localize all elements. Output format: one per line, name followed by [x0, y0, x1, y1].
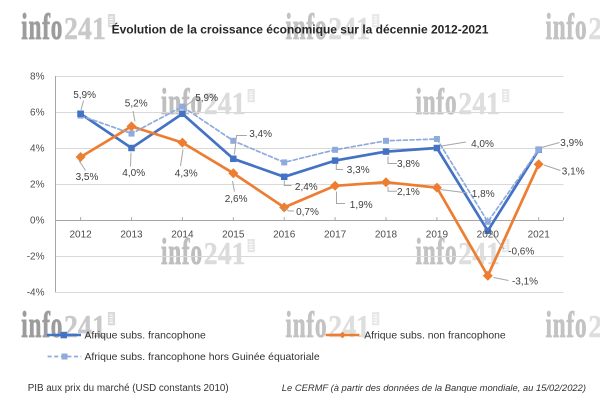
svg-text:Le CERMF (à partir des données: Le CERMF (à partir des données de la Ban… [282, 382, 586, 393]
svg-text:241: 241 [328, 11, 370, 46]
svg-text:Afrique subs. francophone: Afrique subs. francophone [85, 331, 207, 342]
svg-text:info: info [546, 7, 588, 48]
svg-text:2,1%: 2,1% [397, 187, 420, 198]
svg-text:0%: 0% [30, 216, 45, 227]
svg-text:4,0%: 4,0% [471, 139, 494, 150]
svg-text:2020: 2020 [477, 230, 500, 241]
svg-text:0,7%: 0,7% [296, 207, 319, 218]
svg-text:Évolution de la croissance éco: Évolution de la croissance économique su… [112, 22, 489, 37]
svg-text:-0,6%: -0,6% [508, 247, 534, 258]
svg-text:2015: 2015 [222, 230, 245, 241]
svg-text:5,2%: 5,2% [125, 99, 148, 110]
svg-text:241: 241 [458, 236, 500, 271]
svg-text:3,8%: 3,8% [397, 159, 420, 170]
svg-text:2,4%: 2,4% [295, 182, 318, 193]
svg-text:info: info [286, 7, 328, 48]
svg-text:2017: 2017 [324, 230, 347, 241]
svg-text:info: info [416, 82, 458, 123]
svg-text:241: 241 [588, 309, 600, 344]
svg-text:241: 241 [328, 309, 370, 344]
svg-text:2021: 2021 [528, 230, 551, 241]
svg-text:2014: 2014 [171, 230, 194, 241]
svg-text:2013: 2013 [120, 230, 143, 241]
svg-text:-3,1%: -3,1% [512, 277, 538, 288]
svg-text:241: 241 [64, 309, 106, 344]
svg-text:5,9%: 5,9% [195, 93, 218, 104]
svg-text:info: info [161, 232, 203, 273]
svg-text:1,9%: 1,9% [350, 200, 373, 211]
svg-text:6%: 6% [30, 108, 45, 119]
svg-text:3,1%: 3,1% [562, 167, 585, 178]
svg-text:-4%: -4% [27, 288, 45, 299]
svg-text:3,5%: 3,5% [76, 172, 99, 183]
svg-text:2012: 2012 [69, 230, 92, 241]
svg-text:4,3%: 4,3% [175, 169, 198, 180]
svg-text:Afrique subs. francophone hors: Afrique subs. francophone hors Guinée éq… [85, 352, 320, 363]
svg-text:2019: 2019 [426, 230, 449, 241]
svg-text:241: 241 [64, 11, 106, 46]
svg-text:3,3%: 3,3% [347, 165, 370, 176]
svg-text:info: info [21, 305, 63, 346]
svg-text:Afrique subs. non francophone: Afrique subs. non francophone [364, 331, 506, 342]
svg-text:5,9%: 5,9% [73, 90, 96, 101]
svg-text:4,0%: 4,0% [122, 168, 145, 179]
svg-text:2018: 2018 [375, 230, 398, 241]
svg-text:241: 241 [204, 236, 246, 271]
svg-text:1,8%: 1,8% [472, 189, 495, 200]
svg-text:info: info [286, 305, 328, 346]
svg-text:241: 241 [458, 86, 500, 121]
svg-text:3,9%: 3,9% [560, 138, 583, 149]
svg-text:241: 241 [588, 11, 600, 46]
svg-text:info: info [416, 232, 458, 273]
svg-text:241: 241 [204, 86, 246, 121]
svg-text:2,6%: 2,6% [225, 194, 248, 205]
svg-text:3,4%: 3,4% [249, 129, 272, 140]
svg-text:-2%: -2% [27, 252, 45, 263]
svg-text:4%: 4% [30, 144, 45, 155]
svg-text:2%: 2% [30, 180, 45, 191]
svg-text:info: info [546, 305, 588, 346]
svg-text:PIB aux prix du marché (USD co: PIB aux prix du marché (USD constants 20… [28, 383, 229, 394]
svg-text:info: info [21, 7, 63, 48]
svg-text:8%: 8% [30, 72, 45, 83]
svg-text:2016: 2016 [273, 230, 296, 241]
